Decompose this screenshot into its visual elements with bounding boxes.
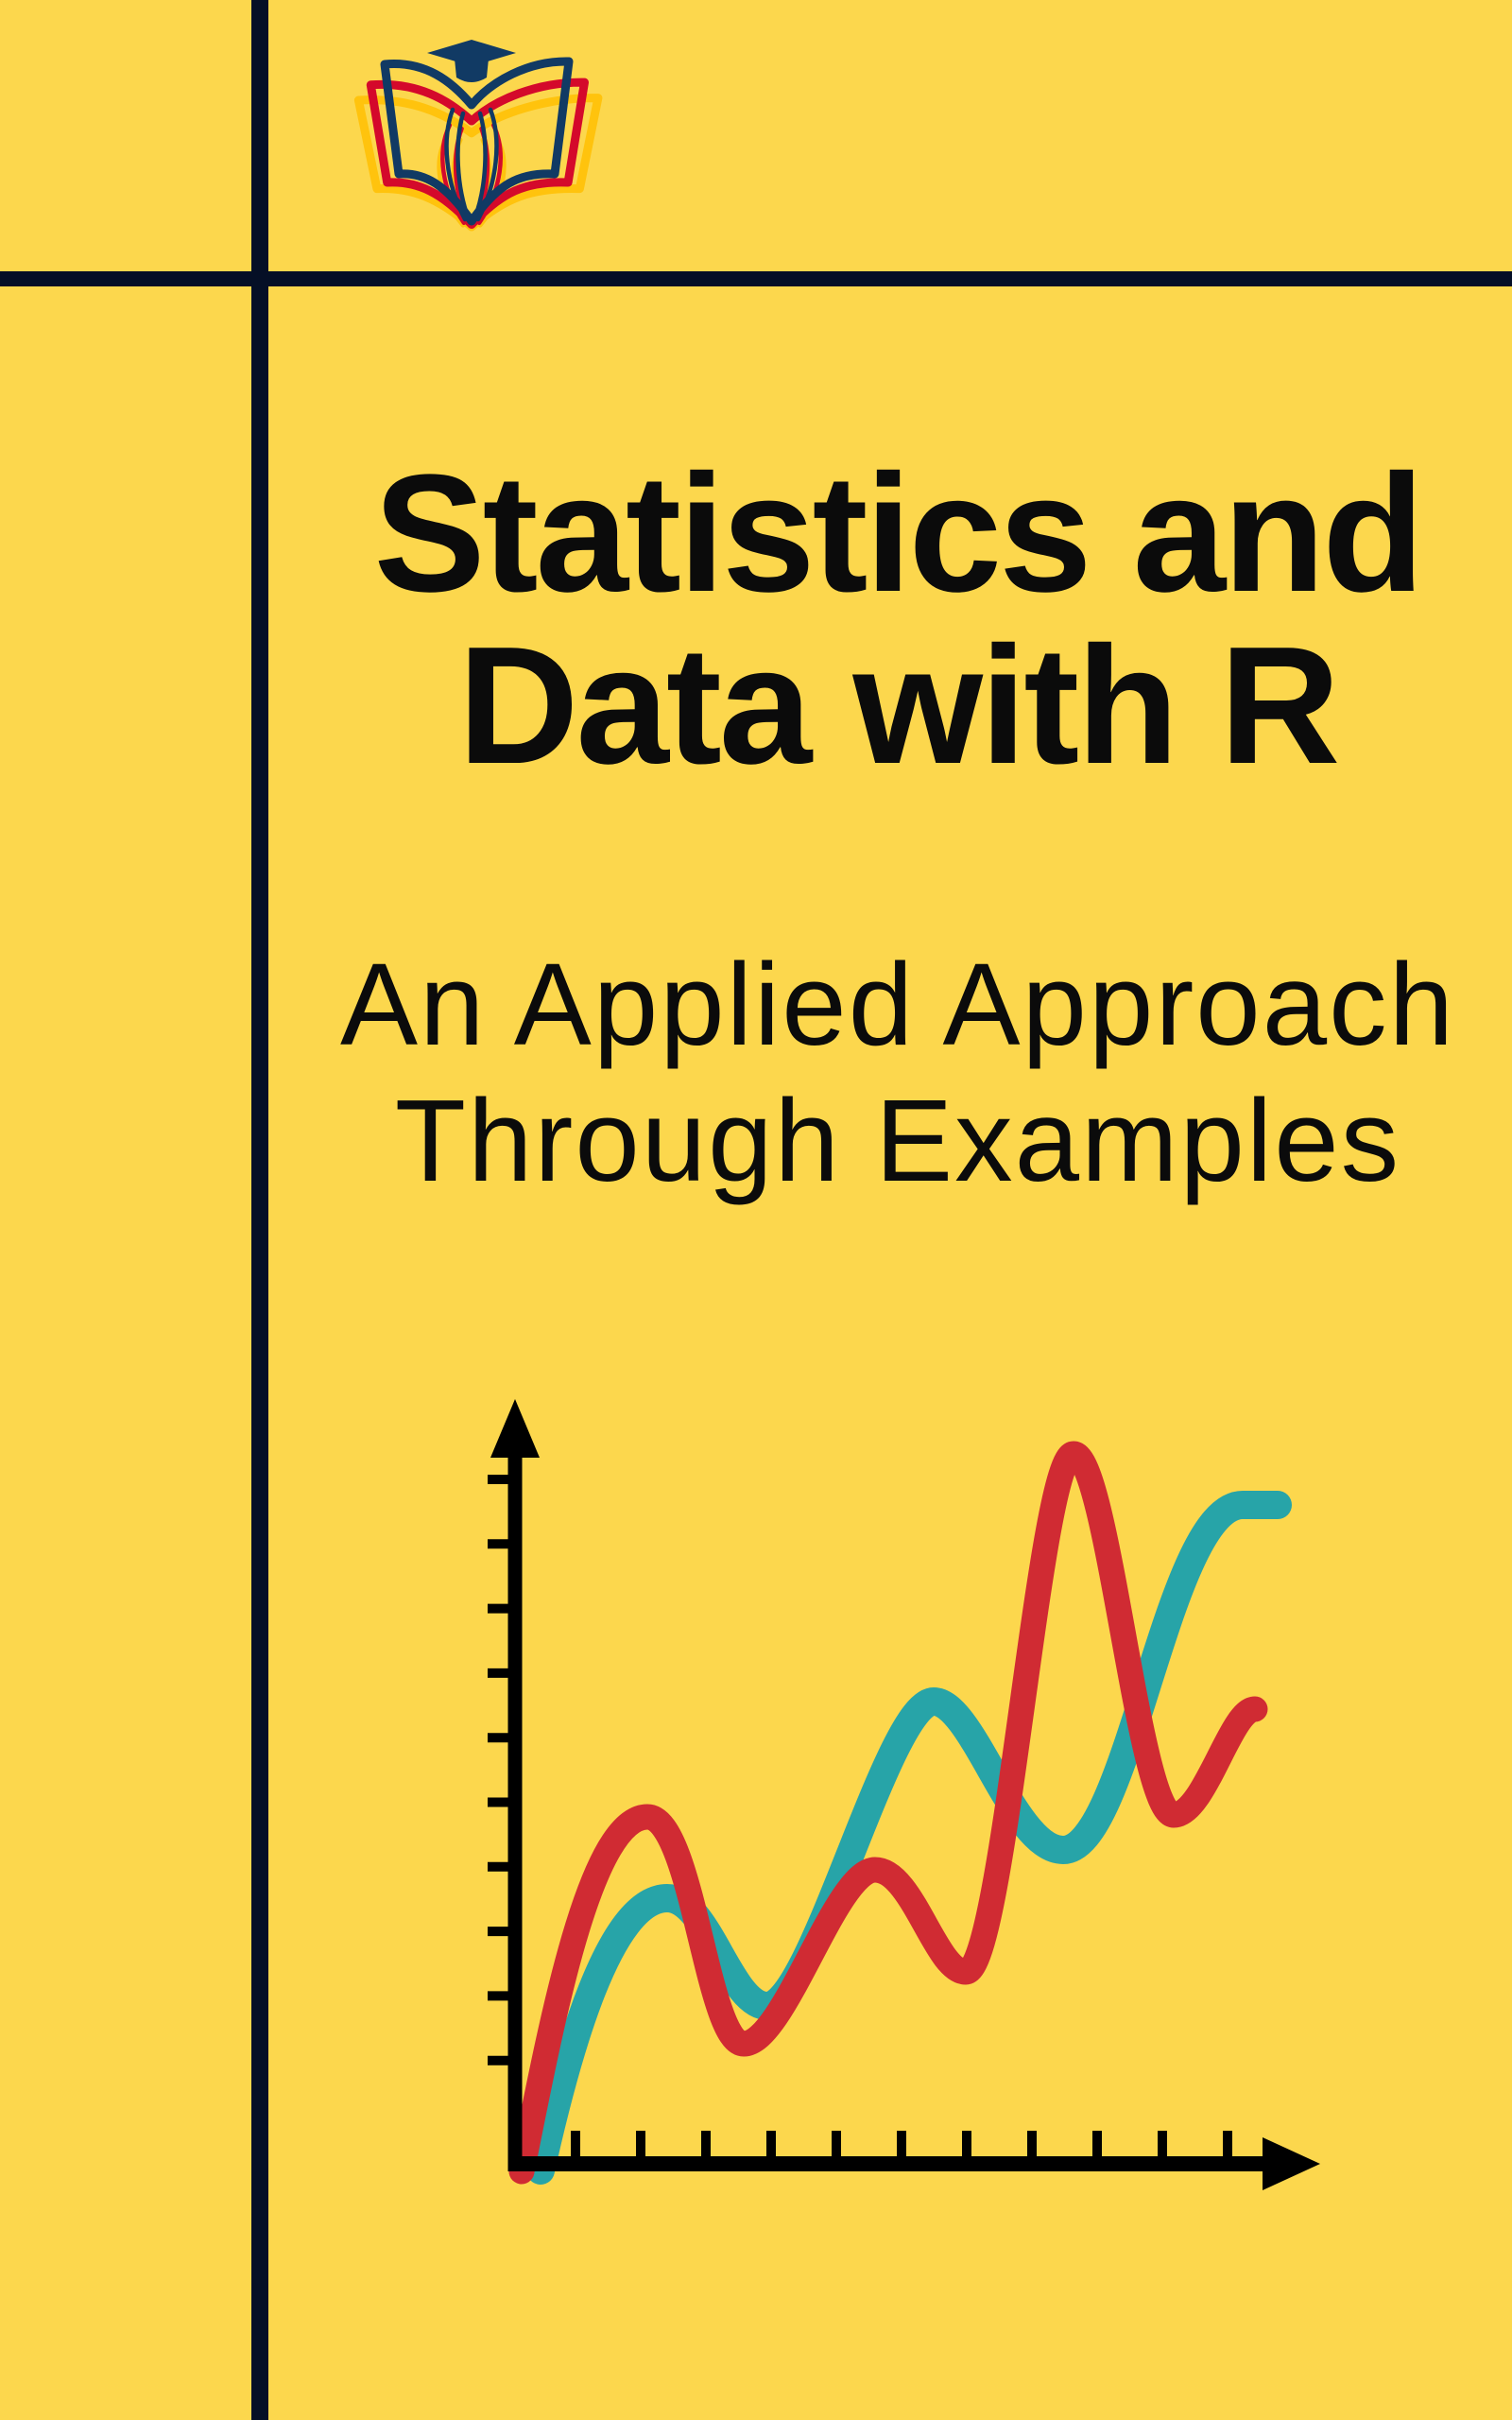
chart-axes xyxy=(488,1399,1320,2190)
chart-series xyxy=(508,1441,1292,2185)
red-line xyxy=(508,1441,1268,2185)
vertical-frame-line xyxy=(251,0,268,2420)
book-title: Statistics and Data with R xyxy=(284,447,1512,791)
navy-book-layer xyxy=(385,61,569,221)
x-axis-arrow-icon xyxy=(1263,2137,1320,2190)
teal-line xyxy=(526,1491,1292,2185)
title-line-2: Data with R xyxy=(457,612,1341,799)
book-subtitle: An Applied Approach Through Examples xyxy=(284,938,1512,1210)
horizontal-frame-line xyxy=(0,271,1512,286)
graduation-cap-icon xyxy=(427,40,516,82)
title-line-1: Statistics and xyxy=(373,440,1425,627)
line-chart-illustration xyxy=(488,1399,1320,2190)
subtitle-line-2: Through Examples xyxy=(394,1077,1401,1206)
y-axis-arrow-icon xyxy=(490,1399,540,1458)
subtitle-line-1: An Applied Approach xyxy=(339,941,1456,1070)
publisher-logo xyxy=(333,40,607,237)
open-book-icon xyxy=(358,61,598,227)
